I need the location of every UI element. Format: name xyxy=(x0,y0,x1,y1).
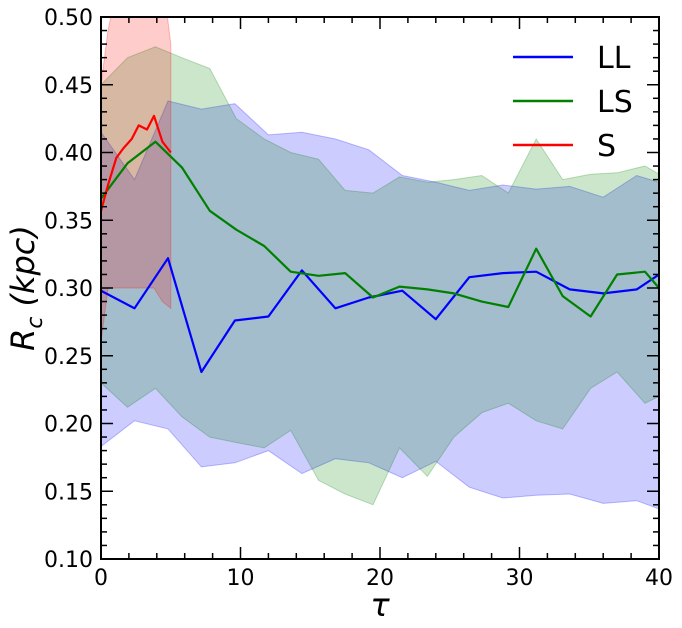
x-tick-label: 10 xyxy=(227,566,255,591)
x-tick-label: 40 xyxy=(645,566,673,591)
y-tick-label: 0.15 xyxy=(44,480,93,505)
series-line-ll xyxy=(101,257,659,374)
y-tick-label: 0.40 xyxy=(44,142,93,167)
confidence-bands xyxy=(101,17,659,510)
legend: LL LS S xyxy=(513,41,633,164)
y-tick-label: 0.35 xyxy=(44,209,93,234)
series-lines xyxy=(101,114,659,374)
band-s xyxy=(101,17,172,343)
legend-label-ll: LL xyxy=(597,41,631,76)
series-line-ls xyxy=(101,140,659,318)
axis-tick-labels: 0 10 20 30 40 0.10 0.15 0.20 0.25 0.30 0.35 0.40 0.4… xyxy=(44,6,673,591)
y-tick-label: 0.50 xyxy=(44,6,93,31)
band-ll xyxy=(101,100,659,510)
y-tick-label: 0.20 xyxy=(44,413,93,438)
y-axis-title: Rc (kpc) xyxy=(4,225,48,351)
x-axis-title: τ xyxy=(370,586,390,624)
y-tick-label: 0.10 xyxy=(44,548,93,573)
y-tick-label: 0.30 xyxy=(44,277,93,302)
legend-label-ls: LS xyxy=(597,85,633,120)
y-axis-title-main: R xyxy=(4,329,42,351)
legend-label-s: S xyxy=(597,129,616,164)
x-tick-label: 0 xyxy=(94,566,108,591)
y-tick-label: 0.25 xyxy=(44,345,93,370)
x-tick-label: 20 xyxy=(366,566,394,591)
series-line-s xyxy=(101,114,172,212)
band-ls xyxy=(101,46,659,506)
y-axis-title-subscript: c xyxy=(23,317,48,329)
axis-ticks xyxy=(100,16,660,560)
y-axis-title-unit: (kpc) xyxy=(4,225,42,306)
x-tick-label: 30 xyxy=(506,566,534,591)
y-tick-label: 0.45 xyxy=(44,74,93,99)
